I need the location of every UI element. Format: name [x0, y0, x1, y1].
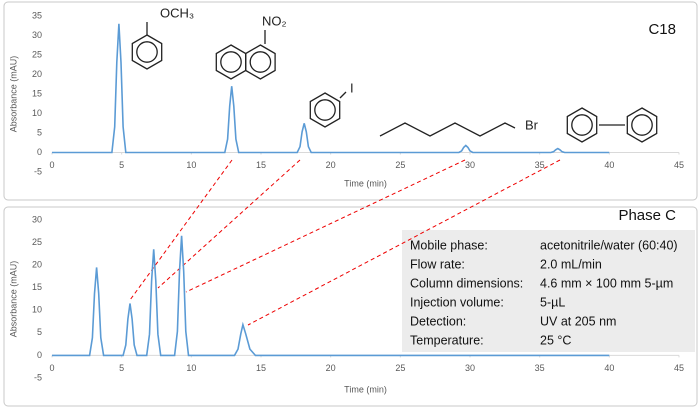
- x-tick-label: 0: [49, 160, 54, 170]
- y-axis-label: Absorbance (mAU): [8, 261, 18, 338]
- x-tick-label: 40: [604, 160, 614, 170]
- condition-key: Detection:: [410, 314, 466, 328]
- x-tick-label: 5: [119, 363, 124, 373]
- x-tick-label: 20: [326, 363, 336, 373]
- y-tick-label: 10: [32, 108, 42, 118]
- condition-key: Column dimensions:: [410, 276, 523, 290]
- panel-label: Phase C: [618, 207, 676, 224]
- condition-value: 25 °C: [540, 333, 571, 347]
- trace: [52, 235, 610, 357]
- conditions-box: [402, 230, 695, 352]
- x-tick-label: 45: [674, 160, 684, 170]
- x-tick-label: 10: [186, 363, 196, 373]
- y-axis-label: Absorbance (mAU): [8, 56, 18, 133]
- structure-label: Br: [525, 117, 539, 132]
- x-tick-label: 30: [465, 363, 475, 373]
- ring: [626, 107, 658, 143]
- y-tick-label: 5: [37, 127, 42, 137]
- y-tick-label: 30: [32, 214, 42, 224]
- ring-inner: [249, 51, 272, 73]
- x-tick-label: 35: [535, 363, 545, 373]
- structure-label: OCH₃: [160, 5, 194, 20]
- condition-value: acetonitrile/water (60:40): [540, 238, 678, 252]
- x-axis-label: Time (min): [344, 178, 387, 188]
- y-tick-label: 25: [32, 237, 42, 247]
- structure-label: I: [350, 80, 354, 95]
- ring: [245, 44, 276, 80]
- y-tick-label: 0: [37, 147, 42, 157]
- ring-inner: [220, 51, 242, 73]
- x-axis-label: Time (min): [344, 384, 387, 394]
- y-tick-label: -5: [34, 372, 42, 382]
- condition-value: 4.6 mm × 100 mm 5-µm: [540, 276, 673, 290]
- x-tick-label: 20: [326, 160, 336, 170]
- condition-key: Flow rate:: [410, 257, 465, 271]
- panel-frame: [3, 206, 698, 407]
- condition-key: Temperature:: [410, 333, 484, 347]
- x-tick-label: 15: [256, 363, 266, 373]
- ring: [566, 107, 598, 143]
- x-tick-label: 30: [465, 160, 475, 170]
- y-tick-label: 35: [32, 10, 42, 20]
- y-tick-label: -5: [34, 166, 42, 176]
- x-tick-label: 35: [535, 160, 545, 170]
- x-tick-label: 5: [119, 160, 124, 170]
- x-tick-label: 0: [49, 363, 54, 373]
- ring: [309, 92, 341, 128]
- condition-value: UV at 205 nm: [540, 314, 616, 328]
- ring-inner: [136, 41, 158, 63]
- ring: [131, 34, 163, 70]
- y-tick-label: 20: [32, 260, 42, 270]
- ring-inner: [314, 99, 336, 121]
- y-tick-label: 20: [32, 69, 42, 79]
- x-tick-label: 10: [186, 160, 196, 170]
- condition-value: 5-µL: [540, 295, 565, 309]
- y-tick-label: 10: [32, 305, 42, 315]
- x-tick-label: 25: [395, 160, 405, 170]
- ring-inner: [631, 114, 653, 136]
- x-tick-label: 45: [674, 363, 684, 373]
- y-tick-label: 5: [37, 327, 42, 337]
- x-tick-label: 40: [604, 363, 614, 373]
- peak-links: [129, 159, 561, 326]
- x-tick-label: 15: [256, 160, 266, 170]
- trace: [52, 23, 610, 154]
- ring-inner: [571, 114, 593, 136]
- y-tick-label: 30: [32, 30, 42, 40]
- x-tick-label: 25: [395, 363, 405, 373]
- structures: [131, 22, 658, 143]
- y-tick-label: 15: [32, 88, 42, 98]
- panel-frame: [3, 1, 698, 201]
- structure-label: NO₂: [262, 13, 287, 28]
- condition-key: Mobile phase:: [410, 238, 488, 252]
- panel-label: C18: [648, 21, 676, 38]
- y-tick-label: 0: [37, 350, 42, 360]
- y-tick-label: 25: [32, 49, 42, 59]
- condition-value: 2.0 mL/min: [540, 257, 602, 271]
- condition-key: Injection volume:: [410, 295, 504, 309]
- y-tick-label: 15: [32, 282, 42, 292]
